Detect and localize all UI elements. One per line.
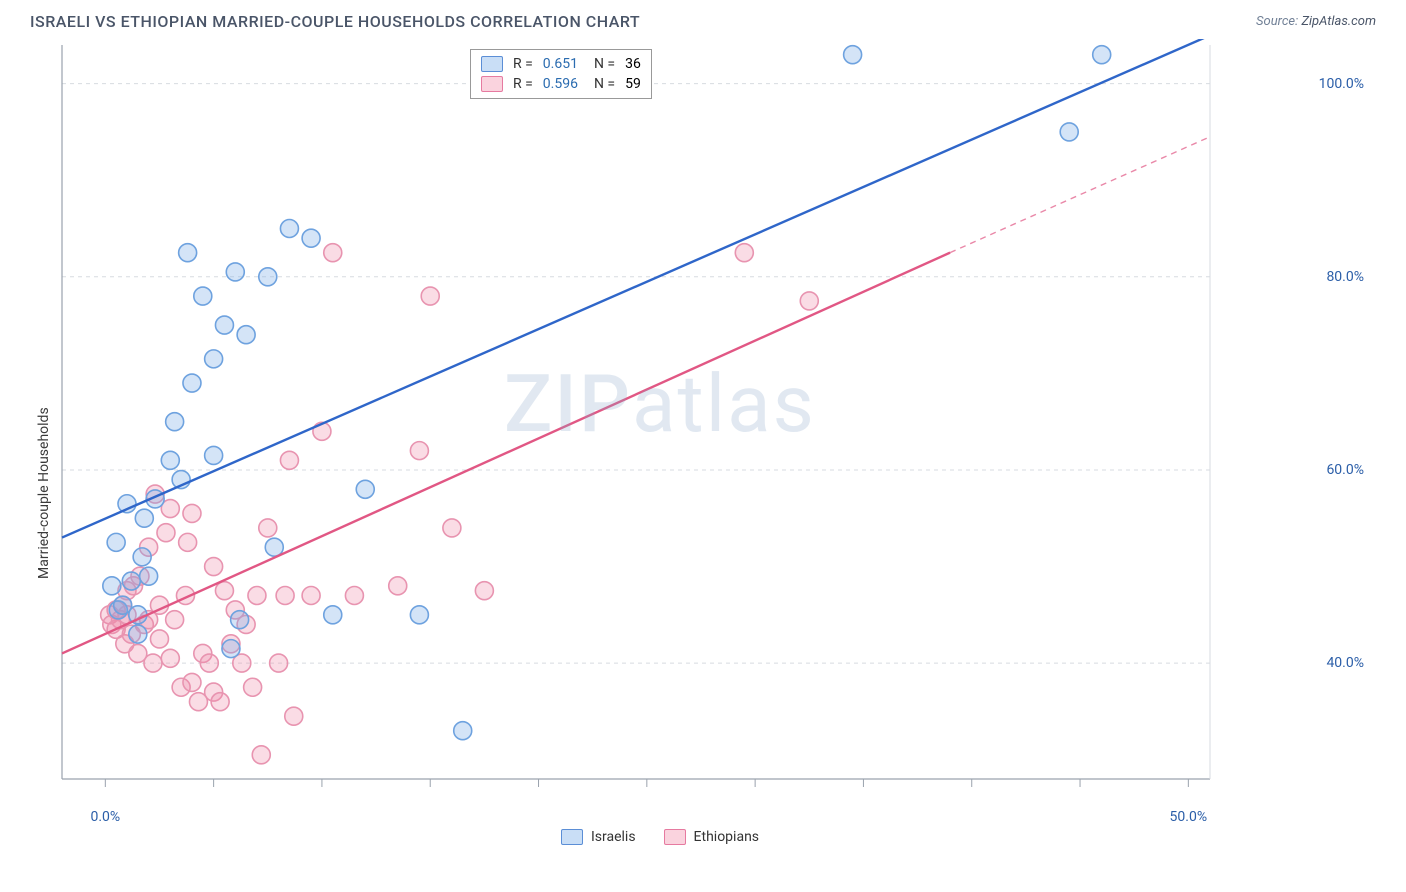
legend-item-israelis: Israelis [561,829,636,845]
n-label: N = [594,56,615,72]
source-label: Source: [1256,14,1301,29]
r-label: R = [513,76,533,92]
y-tick-label: 100.0% [1319,76,1364,92]
chart-area: Married-couple Households R = 0.651 N = … [30,39,1290,799]
correlation-legend: R = 0.651 N = 36 R = 0.596 N = 59 [470,49,652,99]
n-value-ethiopians: 59 [625,76,641,92]
source-attribution: Source: ZipAtlas.com [1256,14,1376,29]
y-tick-label: 80.0% [1326,269,1364,285]
legend-label-israelis: Israelis [591,829,636,845]
x-tick-label: 50.0% [1170,809,1208,825]
y-axis-label: Married-couple Households [36,407,52,579]
swatch-ethiopians-icon [481,76,503,92]
r-value-ethiopians: 0.596 [543,76,578,92]
scatter-chart-svg [30,39,1290,799]
legend-row-ethiopians: R = 0.596 N = 59 [481,74,641,94]
r-label: R = [513,56,533,72]
y-tick-label: 60.0% [1326,462,1364,478]
swatch-israelis-icon [561,829,583,845]
r-value-israelis: 0.651 [543,56,578,72]
swatch-ethiopians-icon [664,829,686,845]
n-value-israelis: 36 [625,56,641,72]
legend-row-israelis: R = 0.651 N = 36 [481,54,641,74]
legend-item-ethiopians: Ethiopians [664,829,759,845]
swatch-israelis-icon [481,56,503,72]
chart-title: ISRAELI VS ETHIOPIAN MARRIED-COUPLE HOUS… [30,12,640,31]
y-tick-label: 40.0% [1326,655,1364,671]
series-legend: Israelis Ethiopians [30,829,1290,845]
legend-label-ethiopians: Ethiopians [694,829,759,845]
n-label: N = [594,76,615,92]
x-tick-label: 0.0% [90,809,120,825]
source-value: ZipAtlas.com [1301,14,1376,29]
chart-header: ISRAELI VS ETHIOPIAN MARRIED-COUPLE HOUS… [0,0,1406,39]
